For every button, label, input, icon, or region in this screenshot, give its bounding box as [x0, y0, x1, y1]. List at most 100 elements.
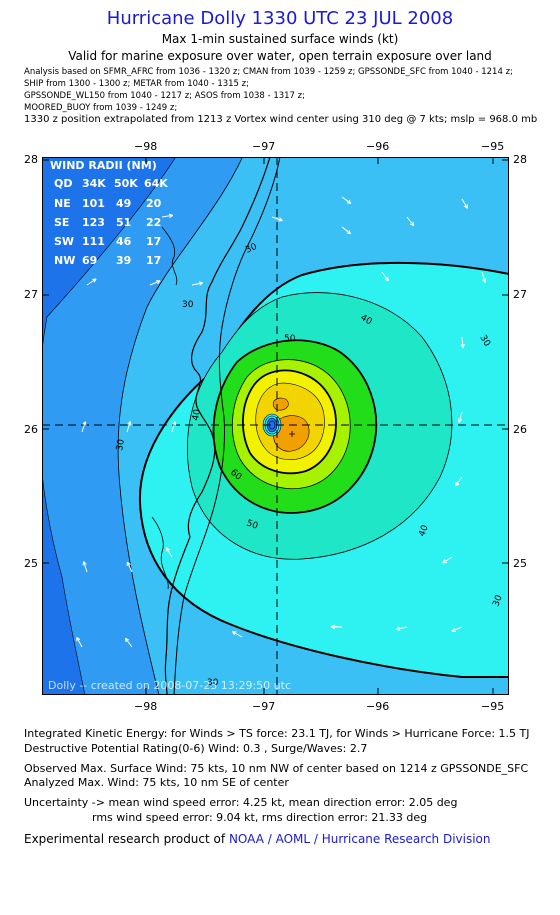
wind-arrow-icon	[341, 226, 352, 235]
wind-radii-row: 39	[116, 254, 131, 267]
contour-label: 30	[115, 438, 127, 451]
wind-arrow-icon	[461, 198, 469, 209]
credit-line: Experimental research product of NOAA / …	[24, 832, 491, 846]
observed-max-wind: Observed Max. Surface Wind: 75 kts, 10 n…	[24, 762, 529, 775]
credit-prefix: Experimental research product of	[24, 832, 226, 846]
wind-arrow-icon	[82, 561, 88, 573]
wind-arrows	[76, 196, 487, 648]
y-tick-label-right: 26	[513, 423, 527, 436]
y-tick-label-left: 25	[24, 557, 38, 570]
contour-label: 50	[284, 334, 296, 344]
x-tick-label-top: −97	[252, 140, 276, 153]
map-border	[42, 157, 509, 695]
wind-arrow-icon	[86, 278, 97, 286]
axis-ticks	[42, 157, 509, 695]
wind-arrow-icon	[149, 280, 161, 286]
position-extrapolation-note: 1330 z position extrapolated from 1213 z…	[24, 114, 538, 125]
wind-radii-row: 69	[82, 254, 97, 267]
wind-arrow-icon	[124, 637, 133, 648]
uncertainty-line-1: Uncertainty -> mean wind speed error: 4.…	[24, 796, 458, 809]
credit-organization-link[interactable]: NOAA / AOML / Hurricane Research Divisio…	[228, 832, 491, 846]
wind-arrow-icon	[395, 626, 408, 631]
wind-radii-row: 20	[146, 197, 162, 210]
wind-arrow-icon	[76, 636, 83, 648]
x-tick-label-top: −98	[134, 140, 158, 153]
wind-arrow-icon	[481, 271, 487, 283]
wind-arrow-icon	[460, 336, 465, 349]
wind-arrow-icon	[406, 216, 415, 227]
contour-label: 30	[207, 678, 219, 688]
y-tick-label-right: 28	[513, 153, 527, 166]
wind-arrow-icon	[126, 561, 133, 573]
analysis-source-line: SHIP from 1300 - 1300 z; METAR from 1040…	[24, 79, 249, 89]
contour-label: 40	[191, 408, 203, 421]
wind-radii-row: 22	[146, 216, 161, 229]
wind-radii-row: 51	[116, 216, 131, 229]
wind-arrow-icon	[451, 626, 463, 632]
x-tick-label-bottom: −96	[366, 700, 390, 713]
x-tick-label-bottom: −95	[481, 700, 505, 713]
wind-field-map: 30 30 30 30 30 30 40 40 40 50 50 60 WIND…	[42, 157, 509, 695]
wind-radii-row: 17	[146, 254, 161, 267]
wind-arrow-icon	[232, 631, 243, 638]
wind-radii-row: 123	[82, 216, 105, 229]
wind-radii-row: 46	[116, 235, 132, 248]
wind-radii-row: 101	[82, 197, 105, 210]
wind-arrow-icon	[191, 281, 204, 286]
wind-arrow-icon	[271, 216, 283, 222]
analysis-source-line: GPSSONDE_WL150 from 1040 - 1217 z; ASOS …	[24, 91, 305, 101]
dpr-line: Destructive Potential Rating(0-6) Wind: …	[24, 742, 368, 755]
y-tick-label-right: 27	[513, 288, 527, 301]
validity-note: Valid for marine exposure over water, op…	[68, 49, 492, 63]
wind-arrow-icon	[341, 196, 352, 204]
wind-arrow-icon	[442, 556, 453, 564]
wind-radii-row: SW	[54, 235, 74, 248]
x-tick-label-bottom: −98	[134, 700, 158, 713]
wind-radii-row: 49	[116, 197, 131, 210]
y-tick-label-left: 28	[24, 153, 38, 166]
wind-arrow-icon	[161, 213, 174, 218]
wind-arrow-icon	[165, 547, 173, 558]
analysis-source-line: Analysis based on SFMR_AFRC from 1036 - …	[24, 67, 513, 77]
wind-arrow-icon	[81, 421, 87, 433]
wind-radii-table: WIND RADII (NM) QD 34K 50K 64K NE 101 49…	[50, 159, 168, 267]
wind-radii-header: 50K	[114, 177, 138, 190]
wind-arrow-icon	[330, 624, 343, 629]
contour-label: 50	[245, 518, 259, 531]
x-tick-label-top: −95	[481, 140, 505, 153]
ike-line: Integrated Kinetic Energy: for Winds > T…	[24, 727, 530, 740]
y-tick-label-left: 27	[24, 288, 38, 301]
y-tick-label-right: 25	[513, 557, 527, 570]
x-tick-label-bottom: −97	[252, 700, 276, 713]
wind-radii-header: 34K	[82, 177, 106, 190]
wind-arrow-icon	[171, 421, 177, 433]
wind-radii-row: 111	[82, 235, 105, 248]
wind-radii-row: NW	[54, 254, 75, 267]
wind-arrow-icon	[457, 411, 463, 423]
wind-arrow-icon	[381, 271, 389, 282]
inland-coast-detail	[151, 226, 178, 590]
contour-label: 30	[244, 242, 259, 256]
wind-radii-row: 17	[146, 235, 161, 248]
wind-radii-title: WIND RADII (NM)	[50, 159, 157, 172]
wind-radii-row: SE	[54, 216, 69, 229]
y-tick-label-left: 26	[24, 423, 38, 436]
max-wind-area-nw	[272, 397, 289, 411]
wind-arrow-icon	[455, 476, 463, 487]
map-title: Hurricane Dolly 1330 UTC 23 JUL 2008	[106, 8, 454, 29]
analysis-source-line: MOORED_BUOY from 1039 - 1249 z;	[24, 103, 178, 113]
wind-radii-row: NE	[54, 197, 71, 210]
map-credit: Dolly -- created on 2008-07-23 13:29:50 …	[48, 679, 291, 692]
wind-arrow-icon	[126, 421, 132, 433]
barrier-island	[173, 157, 281, 695]
analyzed-max-wind: Analyzed Max. Wind: 75 kts, 10 nm SE of …	[24, 776, 289, 789]
contour-label: 40	[417, 524, 430, 538]
wind-radii-header: QD	[54, 177, 72, 190]
center-cross-icon	[289, 431, 295, 437]
wind-radii-header: 64K	[144, 177, 168, 190]
contour-label: 30	[491, 594, 504, 608]
x-tick-label-top: −96	[366, 140, 390, 153]
uncertainty-line-2: rms wind speed error: 9.04 kt, rms direc…	[92, 811, 428, 824]
coastline	[164, 157, 271, 695]
map-subtitle: Max 1-min sustained surface winds (kt)	[161, 32, 399, 46]
